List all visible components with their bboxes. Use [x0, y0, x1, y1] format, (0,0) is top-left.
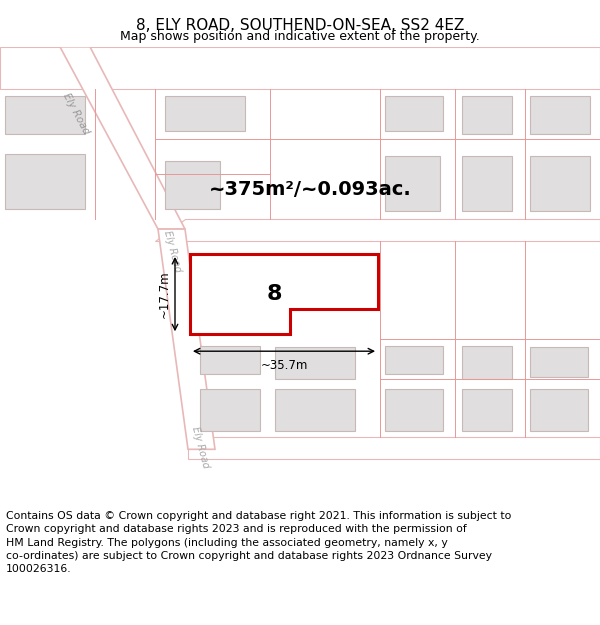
- Bar: [165, 161, 220, 209]
- Text: 8, ELY ROAD, SOUTHEND-ON-SEA, SS2 4EZ: 8, ELY ROAD, SOUTHEND-ON-SEA, SS2 4EZ: [136, 18, 464, 32]
- Bar: [200, 346, 260, 374]
- Bar: [462, 96, 512, 134]
- Bar: [5, 154, 85, 209]
- Bar: [275, 389, 355, 431]
- Bar: [385, 346, 443, 374]
- Bar: [5, 96, 85, 134]
- Polygon shape: [158, 229, 215, 449]
- Bar: [462, 389, 512, 431]
- Polygon shape: [188, 438, 600, 459]
- Bar: [530, 96, 590, 134]
- Polygon shape: [0, 47, 600, 89]
- Text: 8: 8: [266, 284, 282, 304]
- Text: Ely Road: Ely Road: [190, 426, 211, 469]
- Text: ~17.7m: ~17.7m: [158, 271, 171, 318]
- Bar: [165, 96, 245, 131]
- Bar: [385, 96, 443, 131]
- Text: Ely Road: Ely Road: [61, 92, 91, 136]
- Bar: [385, 389, 443, 431]
- Text: ~35.7m: ~35.7m: [260, 359, 308, 372]
- Text: Contains OS data © Crown copyright and database right 2021. This information is : Contains OS data © Crown copyright and d…: [6, 511, 511, 574]
- Bar: [385, 156, 440, 211]
- Polygon shape: [155, 219, 600, 241]
- Text: Map shows position and indicative extent of the property.: Map shows position and indicative extent…: [120, 30, 480, 43]
- Text: ~375m²/~0.093ac.: ~375m²/~0.093ac.: [209, 179, 412, 199]
- Bar: [462, 346, 512, 379]
- Bar: [530, 348, 588, 378]
- Bar: [275, 348, 355, 379]
- Bar: [462, 156, 512, 211]
- Bar: [530, 389, 588, 431]
- Bar: [530, 156, 590, 211]
- Text: Ely Road: Ely Road: [161, 229, 182, 273]
- Polygon shape: [190, 254, 378, 334]
- Polygon shape: [60, 47, 185, 229]
- Bar: [200, 389, 260, 431]
